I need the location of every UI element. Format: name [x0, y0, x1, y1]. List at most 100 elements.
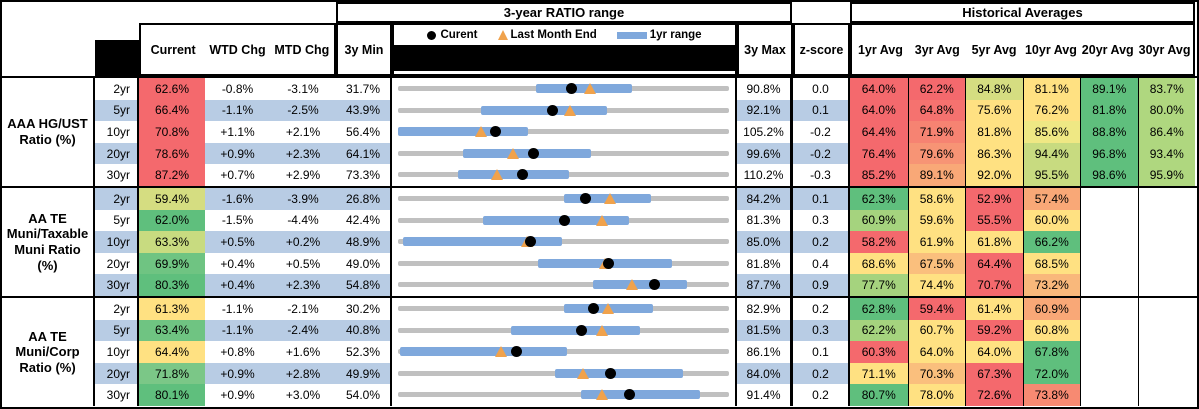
5yr-avg-value: 70.7% [965, 274, 1023, 296]
table-row: 5yr 66.4% -1.1% -2.5% 43.9% 92.1% 0.1 64.0% 64.8… [95, 99, 1197, 122]
wtd-chg-value: +0.8% [220, 344, 255, 359]
3yr-avg-value: 64.8% [907, 99, 965, 122]
mtd-chg-value: -2.5% [270, 99, 336, 122]
30yr-avg-value: 95.9% [1137, 164, 1195, 186]
range-chart-cell [392, 362, 737, 385]
tenor-label: 10yr [95, 231, 139, 253]
mtd-chg-value: +2.3% [270, 274, 336, 296]
z-score-value: 0.2 [793, 231, 850, 253]
z-score-value: -0.2 [793, 121, 850, 143]
1yr-avg-value: 64.4% [850, 121, 908, 143]
current-value: 66.4% [139, 99, 205, 122]
3y-max-value: 87.7% [737, 274, 793, 296]
10yr-avg-value: 85.6% [1022, 121, 1080, 143]
table-row: 20yr 78.6% +0.9% +2.3% 64.1% 99.6% -0.2 76.4% 79… [95, 142, 1197, 165]
mtd-chg-value: +2.1% [285, 124, 321, 139]
3yr-avg-value: 74.4% [907, 274, 965, 296]
mtd-chg-value: -2.1% [287, 301, 319, 316]
20yr-avg-value: 96.8% [1080, 142, 1138, 165]
tenor-label: 5yr [95, 319, 139, 342]
current-dot-icon [510, 346, 522, 358]
mtd-chg-value: +1.6% [285, 344, 321, 359]
current-dot-icon [524, 236, 536, 248]
tenor-label: 30yr [95, 274, 139, 296]
30yr-avg-value [1137, 362, 1196, 385]
current-dot-icon [427, 30, 437, 40]
tenor-label: 20yr [95, 142, 139, 165]
range-chart-cell [392, 209, 737, 232]
current-value: 87.2% [139, 164, 205, 186]
range-chart-plot [398, 121, 729, 143]
3yr-avg-value: 64.0% [907, 341, 965, 363]
last-month-triangle-icon [564, 104, 577, 116]
20yr-avg-value [1080, 274, 1138, 296]
legend-last-month: Last Month End [497, 29, 597, 41]
z-score-value: -0.2 [793, 142, 850, 165]
wtd-chg-value: +0.4% [220, 256, 255, 271]
range-chart-cell [392, 231, 737, 253]
3y-max-value: 84.2% [737, 188, 793, 210]
range-chart-plot [398, 274, 729, 296]
tenor-label: 2yr [95, 78, 139, 100]
10yr-avg-value: 73.2% [1022, 274, 1080, 296]
one-yr-range-bar [458, 170, 570, 180]
range-chart-plot [398, 100, 729, 122]
header-black-bar [394, 45, 735, 71]
1yr-avg-value: 68.6% [850, 252, 908, 275]
20yr-avg-value [1080, 209, 1138, 232]
header-black-cell [95, 40, 139, 76]
z-score-value: 0.9 [793, 274, 850, 296]
one-yr-range-bar [463, 148, 591, 158]
table-row: 10yr 63.3% +0.5% +0.2% 48.9% 85.0% 0.2 58.2% 61.… [95, 231, 1197, 253]
table-row: 30yr 80.1% +0.9% +3.0% 54.0% 91.4% 0.2 80.7% 78.… [95, 384, 1197, 406]
mtd-chg-value: +3.0% [285, 388, 321, 403]
table-row: 20yr 71.8% +0.9% +2.8% 49.9% 84.0% 0.2 71.1% 70.… [95, 362, 1197, 385]
range-bar-icon [616, 31, 647, 39]
table-body: AAA HG/UST Ratio (%) 2yr 62.6% -0.8% -3.1% 31… [2, 76, 1197, 407]
range-chart-plot [398, 384, 729, 406]
mtd-chg-value: +0.2% [270, 231, 336, 253]
one-yr-range-bar [555, 368, 684, 378]
20yr-avg-value [1080, 362, 1138, 385]
5yr-avg-value: 59.2% [965, 319, 1023, 342]
5yr-avg-value: 81.8% [965, 121, 1023, 143]
current-dot-icon [580, 193, 592, 204]
table-row: 2yr 61.3% -1.1% -2.1% 30.2% 82.9% 0.2 62.8% 59.4… [95, 298, 1197, 320]
30yr-avg-value: 86.4% [1137, 121, 1195, 143]
last-month-triangle-icon [583, 83, 596, 94]
wtd-chg-value: +0.9% [205, 362, 270, 385]
z-score-value: 0.3 [793, 209, 850, 232]
table-row: 30yr 87.2% +0.7% +2.9% 73.3% 110.2% -0.3 85.2% 8… [95, 164, 1197, 186]
mtd-chg-value: +2.8% [270, 362, 336, 385]
current-dot-icon [565, 83, 577, 94]
chart-legend: Curent Last Month End 1yr range [394, 25, 735, 45]
1yr-avg-value: 62.2% [850, 319, 908, 342]
30yr-avg-value: 83.7% [1137, 78, 1195, 100]
z-score-value: 0.2 [793, 362, 850, 385]
three-yr-track [398, 129, 729, 135]
3yr-avg-value: 61.9% [907, 231, 965, 253]
tenor-label: 2yr [95, 298, 139, 320]
range-chart-cell [392, 341, 737, 363]
wtd-chg-value: +0.5% [205, 231, 270, 253]
one-yr-range-bar [581, 390, 700, 400]
1yr-avg-value: 77.7% [850, 274, 908, 296]
range-chart-plot [398, 320, 729, 342]
table-row: 2yr 62.6% -0.8% -3.1% 31.7% 90.8% 0.0 64.0% 62.2… [95, 78, 1197, 100]
20yr-avg-value: 88.8% [1080, 121, 1138, 143]
table-row: 2yr 59.4% -1.6% -3.9% 26.8% 84.2% 0.1 62.3% 58.6… [95, 188, 1197, 210]
mtd-chg-value: +2.9% [285, 168, 321, 183]
1yr-avg-value: 62.8% [850, 298, 908, 320]
last-month-triangle-icon [596, 324, 609, 336]
current-dot-icon [517, 169, 529, 181]
col-header-5yr-avg: 5yr Avg [971, 42, 1017, 57]
legend-current: Curent [427, 29, 478, 41]
range-chart-header: Curent Last Month End 1yr range [392, 23, 737, 76]
current-value: 80.3% [139, 274, 205, 296]
3y-max-value: 92.1% [737, 99, 793, 122]
current-value: 63.3% [139, 231, 205, 253]
range-chart-cell [392, 121, 737, 143]
group-label: AAA HG/UST Ratio (%) [2, 78, 95, 186]
1yr-avg-value: 64.0% [850, 99, 908, 122]
5yr-avg-value: 75.6% [965, 99, 1023, 122]
